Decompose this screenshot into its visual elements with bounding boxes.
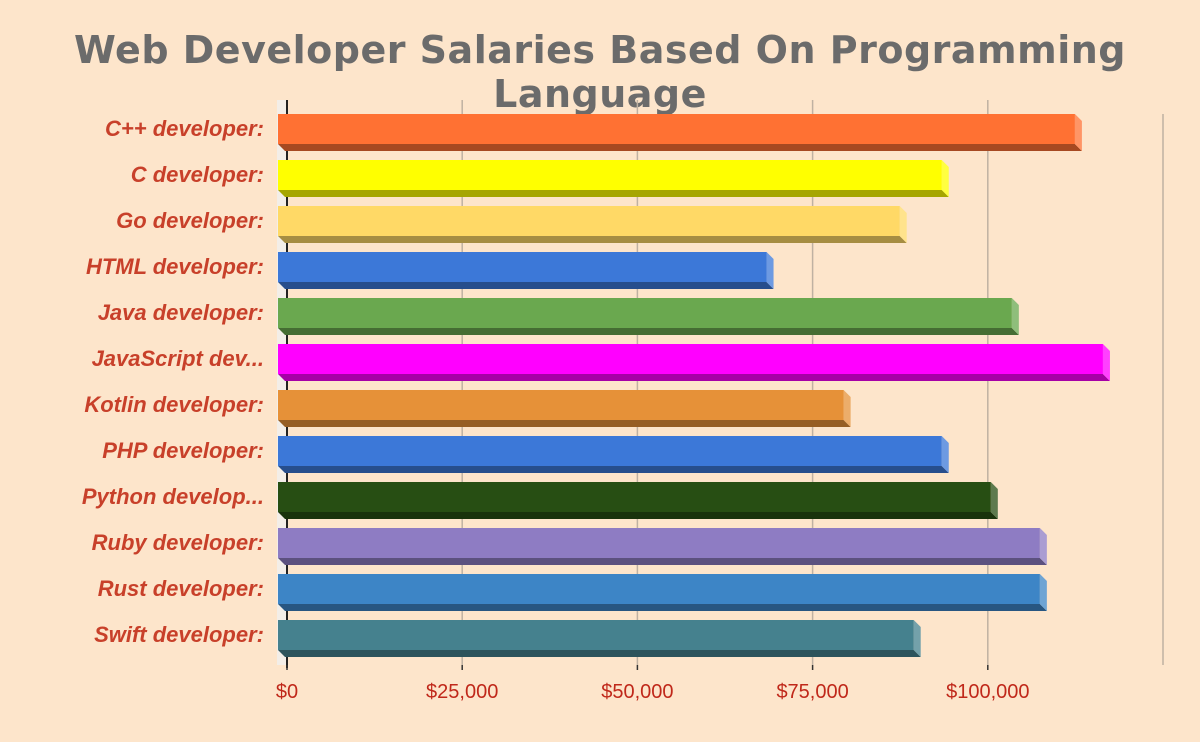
bar-end-face	[1074, 114, 1082, 151]
bar-front-face	[278, 160, 942, 190]
bar-bottom-face	[278, 144, 1082, 151]
x-tick-label: $25,000	[426, 681, 498, 703]
category-label: HTML developer:	[86, 254, 264, 279]
category-label: C developer:	[131, 162, 264, 187]
category-label: Rust developer:	[98, 576, 264, 601]
bar-bottom-face	[278, 604, 1047, 611]
bar-end-face	[1039, 574, 1047, 611]
bar-end-face	[1102, 344, 1110, 381]
bar-front-face	[278, 206, 900, 236]
bar-bottom-face	[278, 328, 1019, 335]
bar-bottom-face	[278, 374, 1110, 381]
bar	[278, 344, 1110, 381]
bar-end-face	[1011, 298, 1019, 335]
bar-front-face	[278, 436, 942, 466]
bar	[278, 528, 1047, 565]
bar-front-face	[278, 620, 914, 650]
bar-front-face	[278, 390, 844, 420]
bar-bottom-face	[278, 512, 998, 519]
bar-front-face	[278, 252, 767, 282]
bar-end-face	[1039, 528, 1047, 565]
x-tick-label: $75,000	[776, 681, 848, 703]
chart-title: Web Developer Salaries Based On Programm…	[73, 28, 1127, 116]
bar-front-face	[278, 344, 1103, 374]
bar-end-face	[766, 252, 774, 289]
plot-side-wall	[277, 100, 287, 665]
bar	[278, 436, 949, 473]
bar-front-face	[278, 528, 1040, 558]
bar-bottom-face	[278, 420, 851, 427]
bar	[278, 482, 998, 519]
category-label: Go developer:	[116, 208, 264, 233]
bar-bottom-face	[278, 236, 907, 243]
bar	[278, 298, 1019, 335]
bar-end-face	[990, 482, 998, 519]
bar	[278, 206, 907, 243]
category-label: Ruby developer:	[92, 530, 264, 555]
bar-bottom-face	[278, 282, 774, 289]
bar-end-face	[843, 390, 851, 427]
category-label: Python develop...	[82, 484, 264, 509]
x-tick-label: $50,000	[601, 681, 673, 703]
category-label: C++ developer:	[105, 116, 264, 141]
x-tick-label: $0	[276, 681, 298, 703]
bar-bottom-face	[278, 466, 949, 473]
bar-bottom-face	[278, 650, 921, 657]
bar	[278, 252, 774, 289]
x-tick-label: $100,000	[946, 681, 1029, 703]
category-label: PHP developer:	[102, 438, 264, 463]
bar-end-face	[899, 206, 907, 243]
bar-end-face	[913, 620, 921, 657]
category-label: Java developer:	[98, 300, 264, 325]
bar-end-face	[941, 160, 949, 197]
bar-front-face	[278, 574, 1040, 604]
bar-front-face	[278, 114, 1075, 144]
bar-front-face	[278, 298, 1012, 328]
bar	[278, 114, 1082, 151]
bar	[278, 574, 1047, 611]
category-label: JavaScript dev...	[92, 346, 264, 371]
bar	[278, 160, 949, 197]
category-label: Swift developer:	[94, 622, 264, 647]
category-label: Kotlin developer:	[84, 392, 264, 417]
bar	[278, 620, 921, 657]
bar-bottom-face	[278, 190, 949, 197]
bar	[278, 390, 851, 427]
bar-end-face	[941, 436, 949, 473]
bar-bottom-face	[278, 558, 1047, 565]
bar-front-face	[278, 482, 991, 512]
